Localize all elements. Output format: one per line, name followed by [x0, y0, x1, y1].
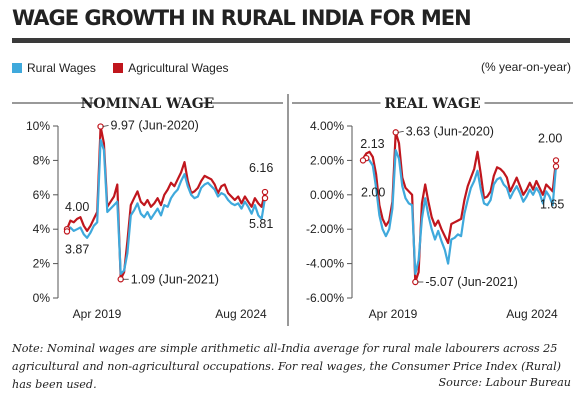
- nominal-panel-title: NOMINAL WAGE: [81, 96, 215, 112]
- source-label: Source: Labour Bureau: [438, 376, 571, 389]
- real-ytick-label: 0.00%: [310, 188, 344, 202]
- nominal-annotation-label: 4.00: [65, 200, 89, 214]
- unit-label: (% year-on-year): [480, 60, 571, 74]
- nominal-annotation-label: 3.87: [65, 242, 89, 256]
- legend-label-agri: Agricultural Wages: [128, 60, 229, 75]
- nominal-annotation-marker: [261, 188, 269, 196]
- real-series-rural-line: [362, 148, 558, 275]
- nominal-annotation-marker: [261, 194, 269, 202]
- real-annotation-marker: [412, 278, 419, 286]
- real-annotation-leader: [397, 130, 404, 133]
- real-annotation-label: 2.00: [361, 185, 385, 199]
- chart-title: WAGE GROWTH IN RURAL INDIA FOR MEN: [12, 6, 472, 30]
- legend-label-rural: Rural Wages: [27, 60, 96, 75]
- nominal-xtick-label: Apr 2019: [73, 307, 122, 321]
- real-annotation-label: 1.65: [540, 197, 564, 211]
- real-ytick-label: 2.00%: [310, 153, 344, 167]
- real-annotation-label: 2.00: [538, 131, 562, 145]
- real-ytick-label: 4.00%: [310, 119, 344, 133]
- nominal-annotation-label: 1.09 (Jun-2021): [131, 272, 219, 286]
- legend-item-agri: Agricultural Wages: [113, 60, 229, 75]
- real-annotation-label: 3.63 (Jun-2020): [406, 124, 494, 138]
- nominal-annotation-marker: [117, 276, 124, 283]
- nominal-ytick-label: 6%: [33, 188, 51, 202]
- real-annotation-label: 2.13: [360, 137, 384, 151]
- nominal-ytick-label: 10%: [26, 119, 50, 133]
- nominal-annotation-marker: [63, 228, 71, 235]
- nominal-annotation-label: 6.16: [249, 161, 273, 175]
- real-xtick-label: Aug 2024: [506, 307, 558, 321]
- charts-svg: NOMINAL WAGE 0% 2% 4% 6% 8% 10% Apr 2019 Aug 202…: [12, 94, 573, 326]
- legend-item-rural: Rural Wages: [12, 61, 96, 75]
- real-ytick-label: -6.00%: [306, 291, 344, 305]
- nominal-annotation-leader: [102, 125, 109, 127]
- nominal-ytick-label: 2%: [33, 257, 51, 271]
- title-rule: [12, 38, 570, 43]
- nominal-xtick-label: Aug 2024: [215, 307, 267, 321]
- real-annotation-marker: [552, 157, 560, 164]
- real-xtick-label: Apr 2019: [369, 307, 418, 321]
- legend-swatch-rural: [12, 62, 22, 73]
- real-annotation-marker: [392, 129, 399, 136]
- nominal-series-rural-line: [66, 138, 267, 275]
- legend: Rural Wages Agricultural Wages: [12, 60, 243, 75]
- nominal-annotation-marker: [97, 123, 104, 130]
- nominal-ytick-label: 0%: [33, 291, 51, 305]
- nominal-series-agricultural-line: [65, 125, 267, 281]
- real-ytick-label: -2.00%: [306, 222, 344, 236]
- nominal-annotation-label: 9.97 (Jun-2020): [111, 119, 199, 133]
- footnote: Note: Nominal wages are simple arithmeti…: [12, 342, 562, 391]
- nominal-annotation-label: 5.81: [249, 217, 273, 231]
- real-series-agricultural-line: [362, 131, 558, 284]
- nominal-ytick-label: 8%: [33, 153, 51, 167]
- real-annotation-label: -5.07 (Jun-2021): [425, 275, 517, 289]
- legend-swatch-agri: [113, 62, 124, 73]
- real-panel-title: REAL WAGE: [384, 96, 480, 112]
- real-annotation-marker: [552, 163, 560, 170]
- real-ytick-label: -4.00%: [306, 257, 344, 271]
- nominal-ytick-label: 4%: [33, 222, 51, 236]
- real-annotation-marker: [359, 157, 367, 164]
